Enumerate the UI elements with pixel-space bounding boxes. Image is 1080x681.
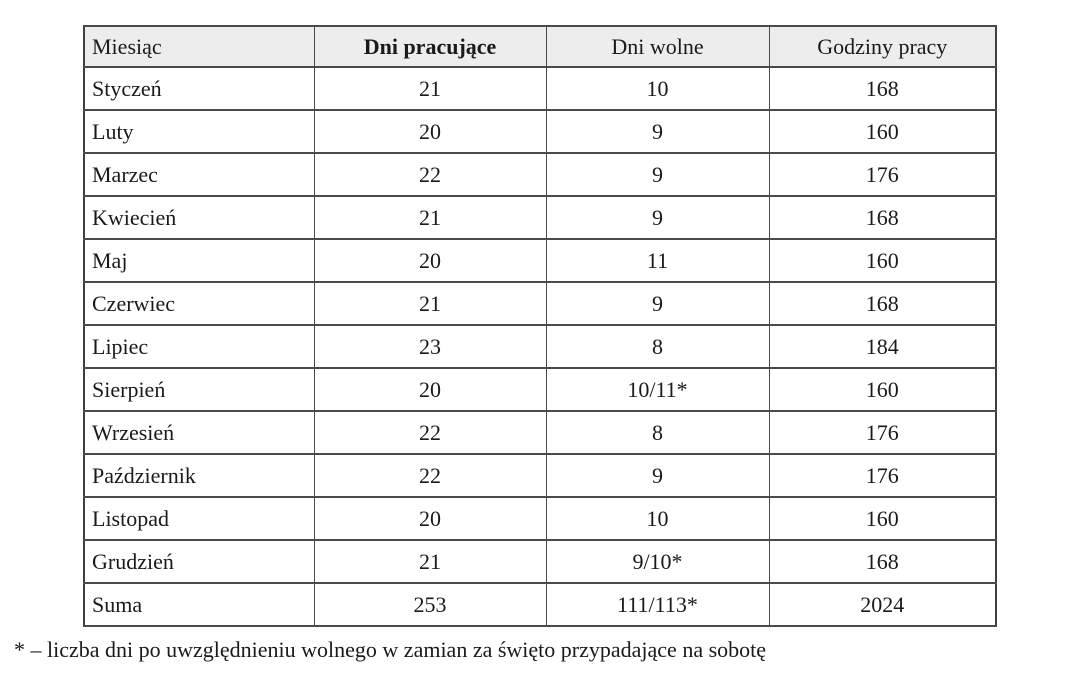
free-days-cell: 9 [545,195,770,240]
free-days-cell: 111/113* [545,582,770,627]
month-cell: Październik [83,453,315,498]
free-days-cell: 9 [545,109,770,154]
table-row: Maj 20 11 160 [83,238,997,283]
free-days-cell: 9 [545,281,770,326]
table-row: Listopad 20 10 160 [83,496,997,541]
working-days-cell: 253 [313,582,547,627]
month-cell: Lipiec [83,324,315,369]
working-days-cell: 22 [313,410,547,455]
working-days-cell: 20 [313,496,547,541]
free-days-cell: 9/10* [545,539,770,584]
work-hours-cell: 2024 [768,582,997,627]
month-cell: Styczeń [83,66,315,111]
work-hours-cell: 168 [768,539,997,584]
month-cell: Czerwiec [83,281,315,326]
free-days-cell: 8 [545,410,770,455]
working-days-cell: 21 [313,539,547,584]
table-row: Czerwiec 21 9 168 [83,281,997,326]
column-header-work-hours: Godziny pracy [768,25,997,68]
working-days-cell: 21 [313,281,547,326]
working-days-cell: 20 [313,367,547,412]
free-days-cell: 10/11* [545,367,770,412]
total-row: Suma 253 111/113* 2024 [83,582,997,627]
table-row: Wrzesień 22 8 176 [83,410,997,455]
column-header-month: Miesiąc [83,25,315,68]
month-cell: Suma [83,582,315,627]
work-calendar-table: Miesiąc Dni pracujące Dni wolne Godziny … [83,25,997,627]
table-row: Sierpień 20 10/11* 160 [83,367,997,412]
free-days-cell: 8 [545,324,770,369]
free-days-cell: 9 [545,152,770,197]
month-cell: Grudzień [83,539,315,584]
work-hours-cell: 160 [768,496,997,541]
work-hours-cell: 168 [768,66,997,111]
table-row: Luty 20 9 160 [83,109,997,154]
column-header-working-days: Dni pracujące [313,25,547,68]
working-days-cell: 22 [313,453,547,498]
month-cell: Sierpień [83,367,315,412]
working-days-cell: 20 [313,109,547,154]
table-row: Styczeń 21 10 168 [83,66,997,111]
asterisk-footnote: * – liczba dni po uwzględnieniu wolnego … [14,637,767,662]
month-cell: Luty [83,109,315,154]
work-hours-cell: 176 [768,453,997,498]
free-days-cell: 9 [545,453,770,498]
free-days-cell: 11 [545,238,770,283]
work-hours-cell: 168 [768,195,997,240]
work-hours-cell: 184 [768,324,997,369]
free-days-cell: 10 [545,66,770,111]
month-cell: Marzec [83,152,315,197]
working-days-cell: 22 [313,152,547,197]
month-cell: Kwiecień [83,195,315,240]
month-cell: Listopad [83,496,315,541]
work-hours-cell: 176 [768,410,997,455]
table-row: Październik 22 9 176 [83,453,997,498]
header-row: Miesiąc Dni pracujące Dni wolne Godziny … [83,25,997,68]
work-hours-cell: 176 [768,152,997,197]
table-row: Grudzień 21 9/10* 168 [83,539,997,584]
month-cell: Wrzesień [83,410,315,455]
working-days-cell: 21 [313,66,547,111]
working-days-cell: 21 [313,195,547,240]
work-hours-cell: 168 [768,281,997,326]
table-row: Kwiecień 21 9 168 [83,195,997,240]
column-header-free-days: Dni wolne [545,25,770,68]
work-hours-cell: 160 [768,367,997,412]
working-days-cell: 20 [313,238,547,283]
table-row: Marzec 22 9 176 [83,152,997,197]
free-days-cell: 10 [545,496,770,541]
table-row: Lipiec 23 8 184 [83,324,997,369]
working-days-cell: 23 [313,324,547,369]
month-cell: Maj [83,238,315,283]
work-hours-cell: 160 [768,238,997,283]
work-hours-cell: 160 [768,109,997,154]
